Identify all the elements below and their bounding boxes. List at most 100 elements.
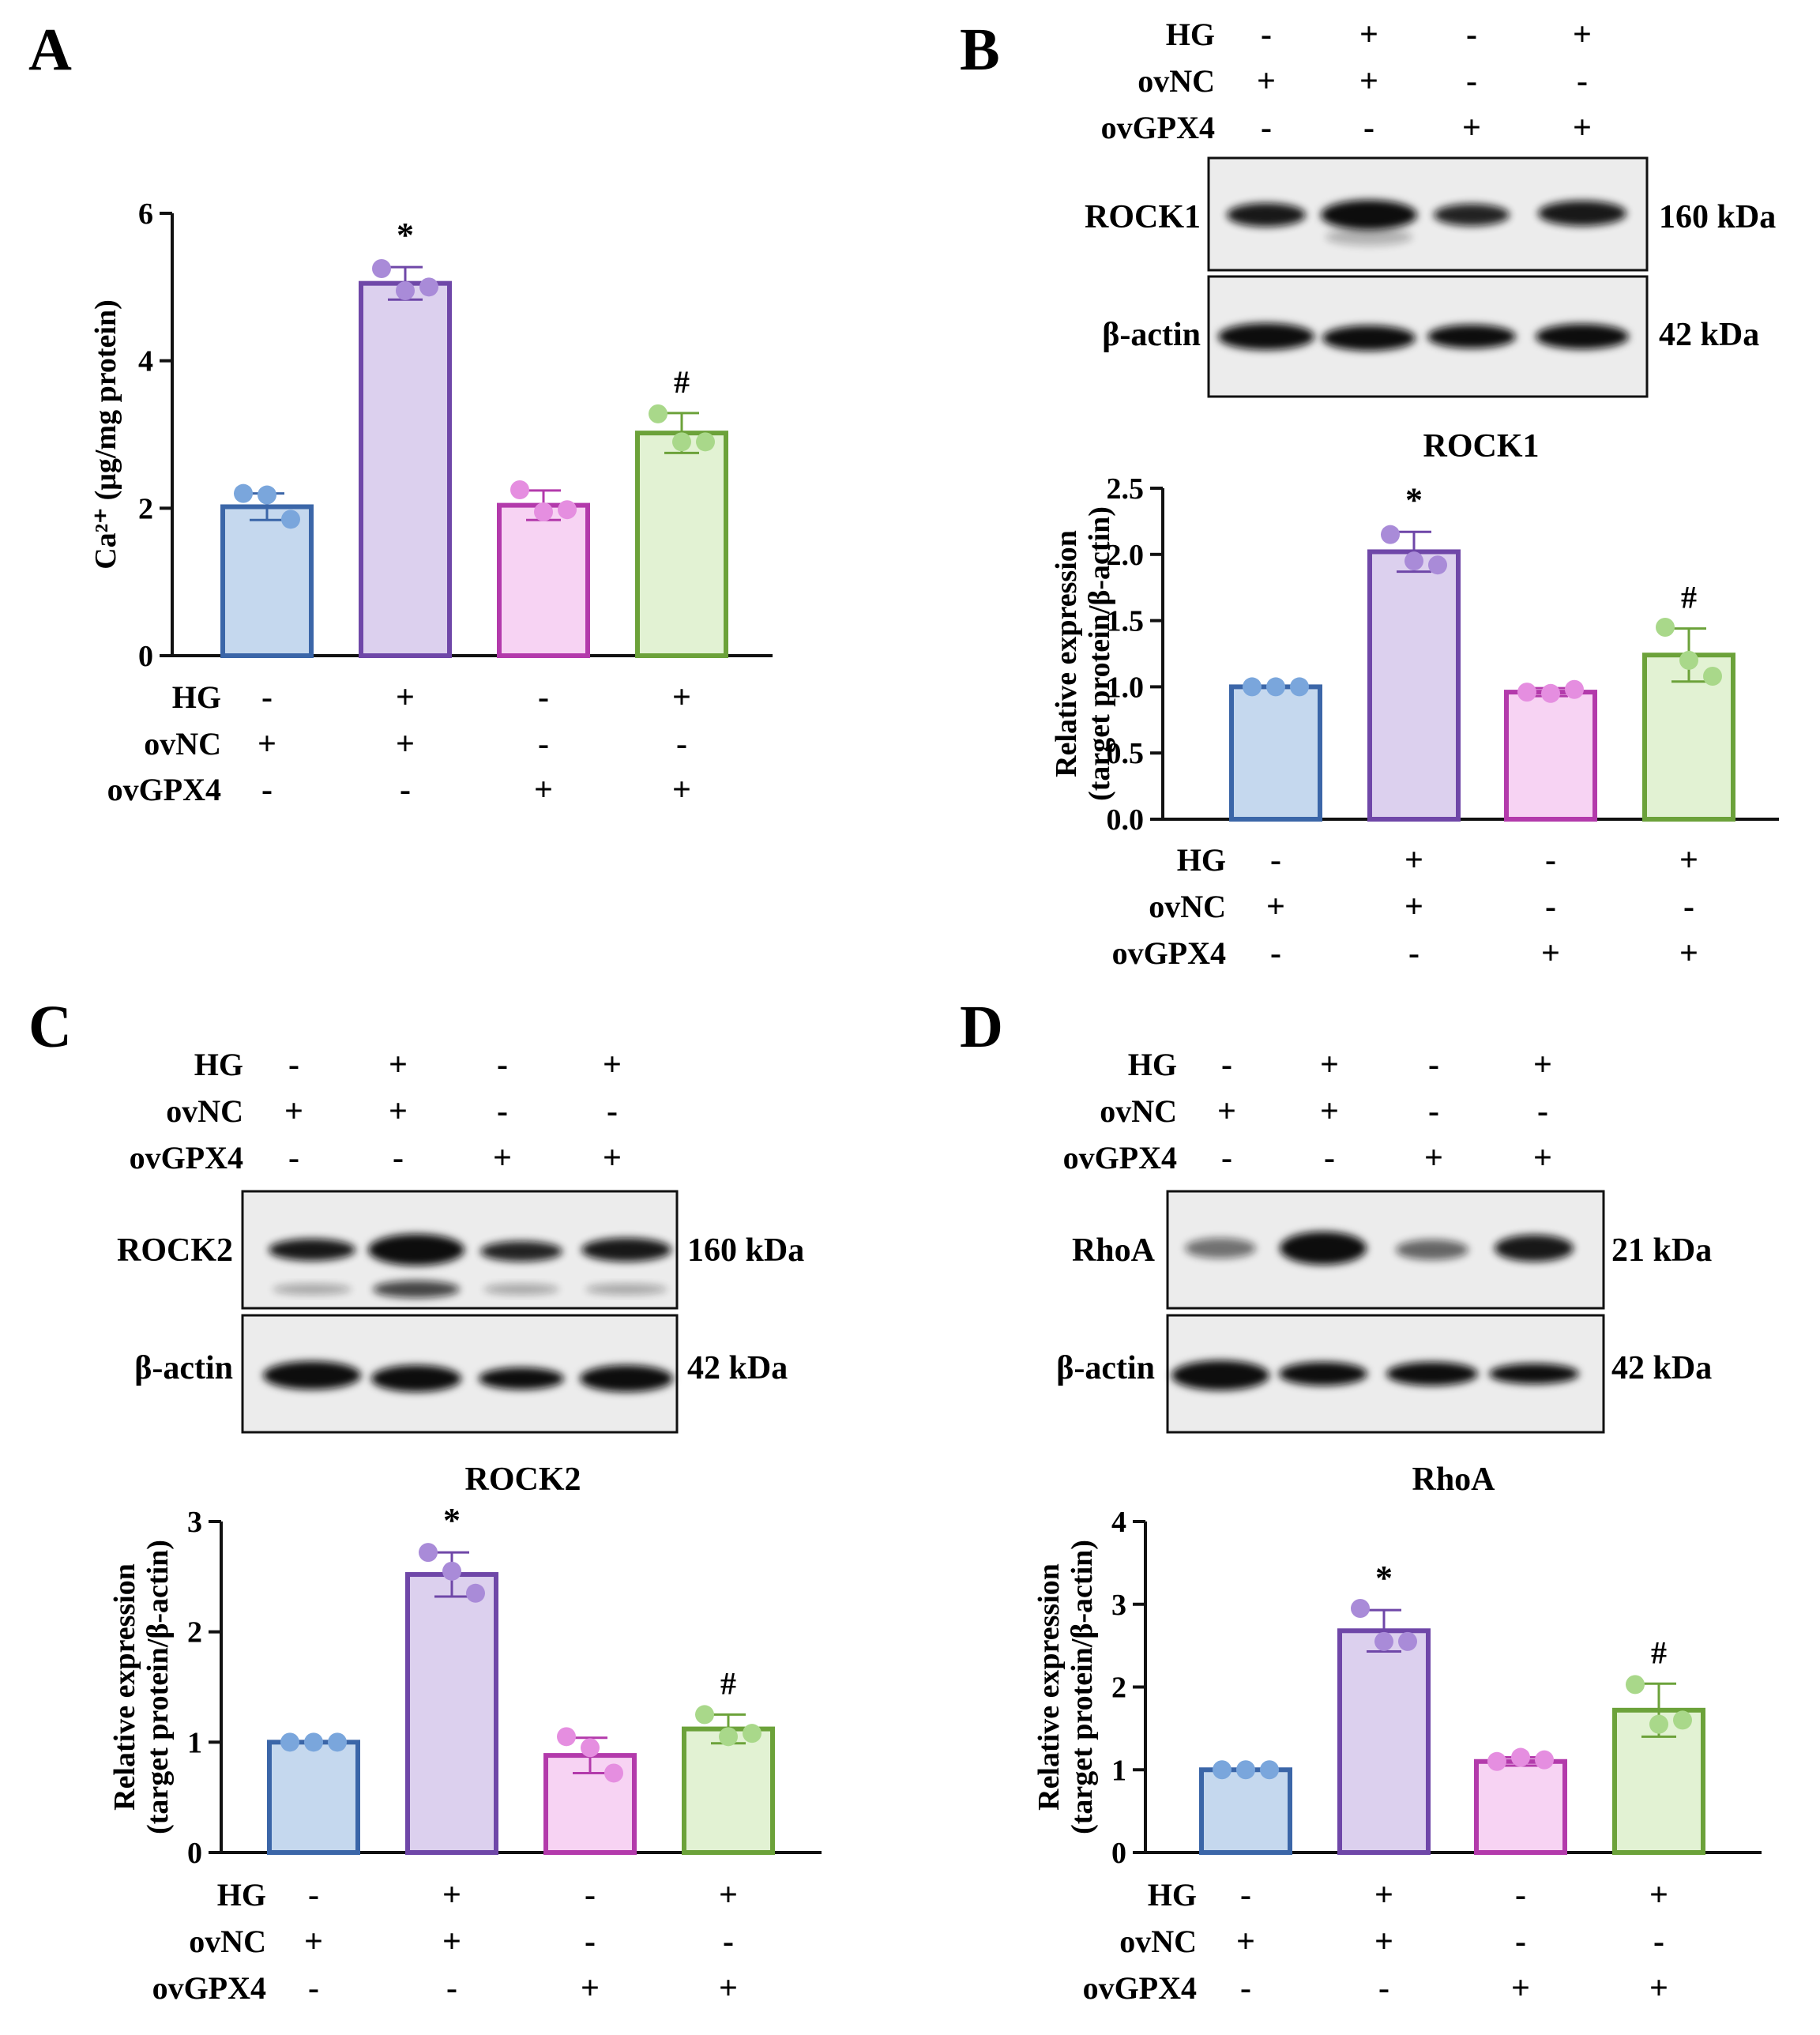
panel-c-blot-labels: ROCK2 160 kDa β-actin 42 kDa bbox=[117, 1232, 804, 1386]
blot-name-actin-b: β-actin bbox=[1102, 317, 1201, 353]
panel-b-blot-rock1-band bbox=[1227, 203, 1306, 227]
panel-a-data-point bbox=[281, 510, 300, 529]
panel-c-data-point bbox=[466, 1583, 485, 1603]
panel-a-conditions: HG - + - + ovNC + + - - ovGPX4 - - + + bbox=[107, 679, 691, 808]
panel-a-cond-sign: - bbox=[400, 772, 411, 808]
panel-a-significance-hash: # bbox=[674, 364, 690, 400]
panel-c-top-cond-sign: - bbox=[497, 1047, 508, 1083]
panel-d-y-tick-label: 3 bbox=[1111, 1589, 1126, 1622]
panel-b-y-tick-label: 1.0 bbox=[1107, 671, 1145, 704]
panel-d-data-point bbox=[1535, 1750, 1554, 1770]
panel-d-top-cond-sign: - bbox=[1537, 1093, 1548, 1130]
panel-c-blot-rock2-band bbox=[585, 1284, 667, 1295]
panel-a-cond-sign: + bbox=[396, 726, 415, 762]
panel-c-blot-actin-band bbox=[479, 1367, 564, 1390]
panel-d-y-label-line1: Relative expression bbox=[1032, 1563, 1066, 1811]
panel-c-cond-sign: + bbox=[719, 1970, 738, 2007]
panel-d-data-point bbox=[1673, 1710, 1692, 1730]
panel-a-cond-label-ovnc: ovNC bbox=[144, 726, 221, 762]
panel-a-chart: 0 2 4 6 Ca²⁺ (μg/mg protein) * # bbox=[89, 197, 773, 673]
panel-b-significance-star: * bbox=[1405, 480, 1423, 519]
panel-d-blot-rhoa-band bbox=[1495, 1235, 1574, 1262]
panel-a-y-tick-label: 6 bbox=[138, 197, 153, 231]
panel-a-cond-sign: + bbox=[672, 772, 691, 808]
panel-letter-d: D bbox=[960, 994, 1003, 1060]
panel-d-top-cond-sign: + bbox=[1533, 1140, 1552, 1176]
panel-a-cond-sign: - bbox=[676, 726, 687, 762]
panel-c-cond-sign: - bbox=[308, 1970, 319, 2007]
panel-a-y-tick-label: 2 bbox=[138, 492, 153, 525]
panel-a-cond-label-hg: HG bbox=[172, 679, 221, 715]
panel-b-significance-hash: # bbox=[1681, 580, 1697, 615]
panel-d-top-cond-sign: + bbox=[1533, 1047, 1552, 1083]
panel-d-top-cond-label-ovgpx4: ovGPX4 bbox=[1063, 1140, 1177, 1175]
panel-b-y-tick-label: 2.5 bbox=[1107, 472, 1145, 506]
panel-b-cond-sign: + bbox=[1679, 842, 1698, 878]
panel-a-data-point bbox=[510, 480, 529, 499]
panel-c-data-point bbox=[557, 1727, 576, 1747]
panel-c-data-point bbox=[419, 1543, 438, 1563]
panel-c-cond-sign: - bbox=[585, 1877, 596, 1913]
panel-b-top-cond-sign: - bbox=[1577, 63, 1588, 100]
panel-d-blot-actin-band bbox=[1386, 1362, 1478, 1386]
panel-d-data-point bbox=[1649, 1714, 1668, 1734]
panel-d-y-tick-label: 0 bbox=[1111, 1837, 1126, 1870]
panel-a-cond-sign: - bbox=[261, 679, 273, 716]
panel-b-blot-rock1 bbox=[1207, 156, 1649, 272]
panel-b-conditions: HG - + - + ovNC + + - - ovGPX4 - - + + bbox=[1112, 842, 1698, 972]
panel-a-cond-sign: + bbox=[396, 679, 415, 716]
panel-b-bar bbox=[1229, 684, 1322, 822]
panel-b-y-tick-label: 1.5 bbox=[1107, 605, 1145, 638]
panel-a-cond-sign: - bbox=[538, 726, 549, 762]
panel-d-data-point bbox=[1236, 1760, 1255, 1780]
panel-c-blot-actin-band bbox=[371, 1365, 461, 1392]
panel-letter-c: C bbox=[28, 994, 72, 1060]
panel-b-data-point bbox=[1243, 677, 1262, 697]
panel-d-bar bbox=[1337, 1628, 1431, 1856]
panel-d-top-cond-label-ovnc: ovNC bbox=[1100, 1093, 1177, 1129]
panel-b-top-cond-sign: + bbox=[1573, 110, 1592, 146]
panel-d-blot-rhoa-band bbox=[1396, 1239, 1468, 1260]
panel-a-bar bbox=[359, 280, 452, 658]
blot-name-rhoa: RhoA bbox=[1072, 1232, 1156, 1269]
panel-a-data-point bbox=[372, 259, 391, 278]
panel-d-data-point bbox=[1374, 1631, 1393, 1651]
panel-a-data-point bbox=[649, 404, 667, 423]
panel-b-cond-sign: - bbox=[1683, 889, 1694, 925]
panel-c-top-cond-label-hg: HG bbox=[194, 1047, 243, 1082]
blot-size-rock2: 160 kDa bbox=[687, 1232, 804, 1269]
panel-d-top-cond-sign: - bbox=[1221, 1140, 1232, 1176]
panel-d-cond-sign: + bbox=[1649, 1970, 1668, 2007]
panel-d-top-cond-sign: - bbox=[1324, 1140, 1335, 1176]
panel-c-data-point bbox=[304, 1732, 323, 1752]
panel-d-cond-sign: + bbox=[1236, 1924, 1255, 1960]
panel-a-cond-sign: + bbox=[534, 772, 553, 808]
panel-c-cond-label-hg: HG bbox=[217, 1877, 266, 1913]
panel-c-cond-sign: + bbox=[442, 1877, 461, 1913]
panel-b-top-cond-sign: + bbox=[1359, 63, 1378, 100]
panel-c-blot-actin-band bbox=[580, 1365, 673, 1392]
panel-d-y-tick-label: 1 bbox=[1111, 1754, 1126, 1787]
panel-b-blot-actin-band bbox=[1322, 325, 1416, 351]
panel-a-data-point bbox=[672, 432, 691, 452]
panel-d-cond-sign: + bbox=[1649, 1877, 1668, 1913]
panel-a-data-point bbox=[234, 483, 253, 503]
panel-c-top-cond-sign: - bbox=[288, 1047, 299, 1083]
panel-c-data-point bbox=[581, 1738, 600, 1758]
panel-d-data-point bbox=[1213, 1760, 1232, 1780]
panel-b-top-cond-sign: + bbox=[1257, 63, 1276, 100]
panel-d-top-cond-sign: + bbox=[1320, 1093, 1339, 1130]
panel-b-blot-actin bbox=[1207, 275, 1649, 398]
panel-c-bar bbox=[682, 1726, 775, 1855]
panel-b-top-cond-sign: + bbox=[1359, 17, 1378, 53]
panel-d-y-tick-label: 4 bbox=[1111, 1506, 1126, 1539]
panel-c-top-cond-sign: + bbox=[493, 1140, 512, 1176]
panel-b-data-point bbox=[1381, 525, 1400, 544]
panel-d-top-cond-sign: - bbox=[1221, 1047, 1232, 1083]
panel-c-conditions: HG - + - + ovNC + + - - ovGPX4 - - + + bbox=[152, 1877, 738, 2007]
panel-c-top-cond-sign: + bbox=[284, 1093, 303, 1130]
panel-d-cond-label-ovnc: ovNC bbox=[1119, 1924, 1197, 1959]
panel-c-top-cond-sign: - bbox=[288, 1140, 299, 1176]
blot-size-rock1: 160 kDa bbox=[1659, 199, 1776, 235]
